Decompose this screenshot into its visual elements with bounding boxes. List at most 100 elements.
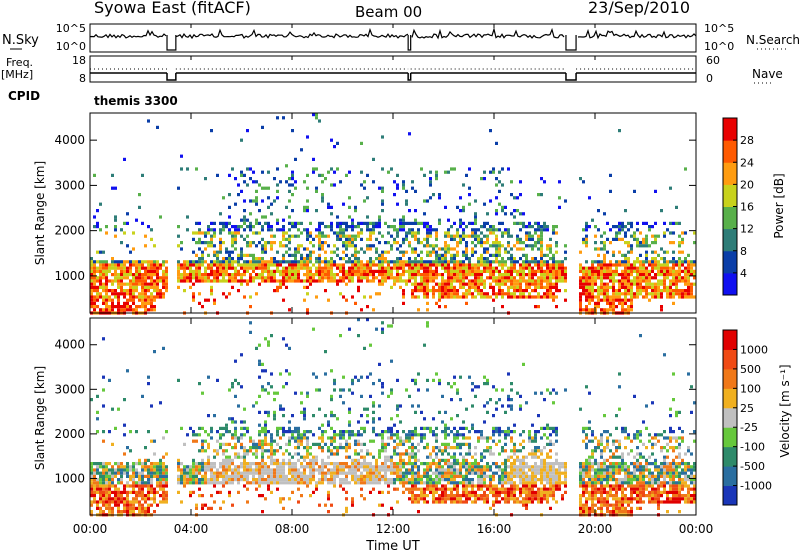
heatmap-cell [414,263,417,267]
heatmap-cell [438,221,441,225]
heatmap-cell [435,250,438,254]
heatmap-cell [279,244,282,248]
heatmap-cell [414,497,417,501]
heatmap-cell [663,285,666,289]
heatmap-cell [360,279,363,283]
heatmap-cell [636,282,639,286]
heatmap-cell [528,260,531,264]
heatmap-cell [303,468,306,472]
heatmap-cell [687,253,690,257]
heatmap-cell [606,250,609,254]
heatmap-cell [390,273,393,277]
heatmap-cell [321,430,324,434]
heatmap-cell [291,177,294,181]
heatmap-cell [381,503,384,507]
heatmap-cell [417,388,420,392]
heatmap-cell [210,269,213,273]
heatmap-cell [387,426,390,430]
heatmap-cell [339,462,342,466]
heatmap-cell [312,167,315,171]
heatmap-cell [432,279,435,283]
heatmap-cell [624,209,627,213]
heatmap-cell [357,276,360,280]
heatmap-cell [108,269,111,273]
heatmap-cell [447,446,450,450]
heatmap-cell [288,420,291,424]
heatmap-cell [459,234,462,238]
heatmap-cell [213,455,216,459]
heatmap-cell [690,285,693,289]
heatmap-cell [261,170,264,174]
freq-left-tick-bottom: 8 [79,72,86,85]
heatmap-cell [270,468,273,472]
heatmap-cell [429,260,432,264]
heatmap-cell [108,378,111,382]
heatmap-cell [294,430,297,434]
heatmap-cell [348,170,351,174]
heatmap-cell [255,346,258,350]
heatmap-cell [108,481,111,485]
heatmap-cell [552,295,555,299]
heatmap-cell [114,279,117,283]
heatmap-cell [477,266,480,270]
heatmap-cell [300,266,303,270]
heatmap-cell [159,295,162,299]
heatmap-cell [255,455,258,459]
heatmap-cell [348,215,351,219]
heatmap-cell [639,282,642,286]
heatmap-cell [315,468,318,472]
heatmap-cell [318,266,321,270]
heatmap-cell [519,212,522,216]
heatmap-cell [339,266,342,270]
heatmap-cell [102,273,105,277]
heatmap-cell [645,257,648,261]
heatmap-cell [276,228,279,232]
heatmap-cell [144,484,147,488]
heatmap-cell [444,244,447,248]
heatmap-cell [480,231,483,235]
heatmap-cell [141,490,144,494]
heatmap-cell [642,266,645,270]
heatmap-cell [447,471,450,475]
heatmap-cell [456,458,459,462]
heatmap-cell [192,465,195,469]
heatmap-cell [240,474,243,478]
heatmap-cell [237,490,240,494]
heatmap-cell [390,269,393,273]
heatmap-cell [264,449,267,453]
heatmap-cell [330,228,333,232]
heatmap-cell [621,273,624,277]
heatmap-cell [315,273,318,277]
heatmap-cell [336,446,339,450]
heatmap-cell [441,471,444,475]
heatmap-cell [489,273,492,277]
heatmap-cell [273,260,276,264]
heatmap-cell [435,462,438,466]
heatmap-cell [123,490,126,494]
heatmap-cell [681,263,684,267]
heatmap-cell [300,257,303,261]
heatmap-cell [444,484,447,488]
heatmap-cell [531,247,534,251]
heatmap-cell [639,269,642,273]
heatmap-cell [270,478,273,482]
heatmap-cell [459,266,462,270]
heatmap-cell [459,433,462,437]
heatmap-cell [630,247,633,251]
heatmap-cell [561,263,564,267]
heatmap-cell [114,305,117,309]
heatmap-cell [219,436,222,440]
heatmap-cell [183,468,186,472]
heatmap-cell [477,269,480,273]
heatmap-cell [333,279,336,283]
heatmap-cell [351,433,354,437]
heatmap-cell [402,269,405,273]
heatmap-cell [540,253,543,257]
heatmap-cell [441,295,444,299]
heatmap-cell [93,481,96,485]
heatmap-cell [354,301,357,305]
heatmap-cell [159,474,162,478]
heatmap-cell [93,462,96,466]
heatmap-cell [609,189,612,193]
heatmap-cell [183,279,186,283]
